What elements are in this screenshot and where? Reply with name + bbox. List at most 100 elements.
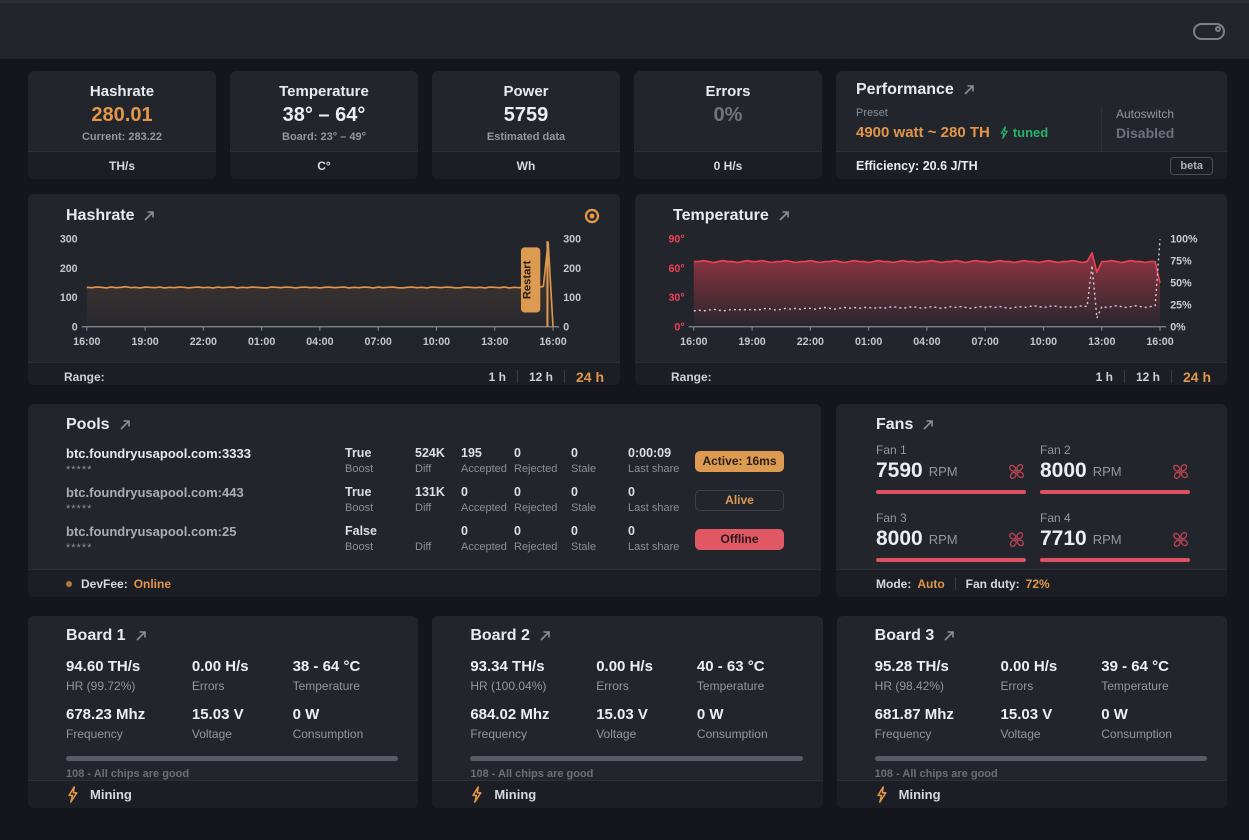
external-link-icon[interactable] xyxy=(135,630,147,642)
range-option-1h[interactable]: 1 h xyxy=(488,369,506,384)
range-label: Range: xyxy=(671,369,712,384)
board-3-card: Board 3 95.28 TH/s HR (98.42%) 0.00 H/s Er… xyxy=(836,616,1227,808)
stat-card-temperature: Temperature 38° – 64° Board: 23° – 49° C… xyxy=(230,71,418,179)
pool-diff-value xyxy=(415,524,461,538)
board-consumption-value: 0 W xyxy=(696,706,724,723)
fan-rpm-value: 8000 xyxy=(876,527,923,550)
fan-duty-label: Fan duty: xyxy=(965,576,1020,591)
autoswitch-value: Disabled xyxy=(1116,125,1175,141)
range-option-24h[interactable]: 24 h xyxy=(575,368,604,385)
board-errors-label: Errors xyxy=(191,679,225,693)
svg-text:90°: 90° xyxy=(668,234,684,246)
svg-text:25%: 25% xyxy=(1170,299,1192,311)
theme-toggle-knob xyxy=(1215,26,1221,32)
hashrate-chart[interactable]: 300 200 100 0 300 200 100 0 16:00 19:00 22:00 01:00… xyxy=(28,225,620,362)
temperature-chart[interactable]: 90° 60° 30° 0° 100% 75% 50% 25% 0% 16:00 19:00 22:0… xyxy=(635,225,1227,362)
external-link-icon[interactable] xyxy=(143,210,155,222)
svg-text:19:00: 19:00 xyxy=(738,336,765,348)
dashboard: Hashrate 280.01 Current: 283.22 TH/s Tem… xyxy=(0,60,1249,808)
fan-speed-bar xyxy=(876,490,1026,494)
board-hashrate-value: 94.60 TH/s xyxy=(66,658,141,675)
pools-card: Pools btc.foundryusapool.com:3333 ***** … xyxy=(28,404,821,597)
external-link-icon[interactable] xyxy=(119,419,131,431)
external-link-icon[interactable] xyxy=(778,210,790,222)
boards-row: Board 1 94.60 TH/s HR (99.72%) 0.00 H/s Er… xyxy=(28,616,1227,808)
external-link-icon[interactable] xyxy=(922,419,934,431)
pool-status-badge[interactable]: Offline xyxy=(695,528,784,550)
svg-text:100%: 100% xyxy=(1170,234,1198,246)
pool-status-badge[interactable]: Alive xyxy=(695,489,784,511)
pool-url: btc.foundryusapool.com:3333 xyxy=(66,446,251,461)
autoswitch-label: Autoswitch xyxy=(1116,107,1175,121)
chips-status: 108 - All chips are good xyxy=(874,768,998,780)
board-status: Mining xyxy=(898,787,941,802)
board-errors-value: 0.00 H/s xyxy=(596,658,653,675)
performance-title: Performance xyxy=(856,81,954,98)
range-label: Range: xyxy=(64,369,105,384)
svg-text:Restart: Restart xyxy=(522,260,534,299)
pool-url: btc.foundryusapool.com:443 xyxy=(66,485,244,500)
svg-text:16:00: 16:00 xyxy=(1146,336,1173,348)
pool-diff-label: Diff xyxy=(415,502,432,514)
stat-sub: Current: 283.22 xyxy=(81,130,163,143)
svg-text:13:00: 13:00 xyxy=(481,336,508,348)
fan-3: Fan 3 8000 RPM xyxy=(876,511,1026,562)
external-link-icon[interactable] xyxy=(943,630,955,642)
board-temp-value: 40 - 63 °C xyxy=(696,658,765,675)
board-title: Board 1 xyxy=(66,627,126,644)
fan-4: Fan 4 7710 RPM xyxy=(1040,511,1190,562)
board-voltage-label: Voltage xyxy=(596,727,637,741)
pool-rejected-label: Rejected xyxy=(514,463,558,475)
fan-rpm-unit: RPM xyxy=(1092,531,1122,547)
devfee-label: DevFee: xyxy=(81,576,128,591)
svg-text:0%: 0% xyxy=(1170,321,1186,333)
svg-text:0°: 0° xyxy=(674,321,684,333)
pool-lastshare-label: Last share xyxy=(628,541,680,553)
fan-rpm-value: 7590 xyxy=(876,459,923,482)
svg-text:13:00: 13:00 xyxy=(1088,336,1115,348)
pool-rejected-value: 0 xyxy=(514,446,521,460)
range-option-24h[interactable]: 24 h xyxy=(1182,368,1211,385)
range-option-1h[interactable]: 1 h xyxy=(1095,369,1113,384)
pool-stale-value: 0 xyxy=(571,485,578,499)
fan-duty-value: 72% xyxy=(1025,576,1050,591)
board-temp-label: Temperature xyxy=(292,679,360,693)
theme-toggle[interactable] xyxy=(1193,22,1225,40)
pool-stale-label: Stale xyxy=(571,502,597,514)
stat-value: 5759 xyxy=(503,103,549,126)
board-temp-label: Temperature xyxy=(1101,679,1169,693)
board-frequency-value: 678.23 Mhz xyxy=(66,706,146,723)
range-option-12h[interactable]: 12 h xyxy=(1135,369,1160,384)
board-voltage-label: Voltage xyxy=(191,727,232,741)
beta-badge: beta xyxy=(1170,156,1213,175)
devfee-status: Online xyxy=(133,576,172,591)
chips-health-bar xyxy=(66,756,399,761)
svg-text:0: 0 xyxy=(72,321,78,333)
pool-boost-value: True xyxy=(345,446,372,460)
mining-bolt-icon xyxy=(472,786,482,803)
hashrate-chart-card: Hashrate 300 200 100 0 300 200 100 0 16:00 19:00 2… xyxy=(28,194,620,385)
board-consumption-label: Consumption xyxy=(696,727,768,741)
pool-diff-value: 524K xyxy=(415,446,445,460)
board-temp-value: 39 - 64 °C xyxy=(1101,658,1169,675)
external-link-icon[interactable] xyxy=(963,84,975,96)
live-record-icon[interactable] xyxy=(584,208,600,224)
pool-boost-value: False xyxy=(345,524,377,538)
preset-value: 4900 watt ~ 280 TH xyxy=(856,124,990,141)
fan-rpm-unit: RPM xyxy=(928,463,958,479)
external-link-icon[interactable] xyxy=(539,630,551,642)
svg-text:01:00: 01:00 xyxy=(855,336,882,348)
board-consumption-value: 0 W xyxy=(1101,706,1128,723)
svg-text:07:00: 07:00 xyxy=(972,336,999,348)
board-status: Mining xyxy=(90,787,132,802)
pool-rejected-value: 0 xyxy=(514,485,521,499)
board-consumption-label: Consumption xyxy=(1101,727,1172,741)
board-hashrate-value: 93.34 TH/s xyxy=(470,658,545,675)
pool-status-badge[interactable]: Active: 16ms xyxy=(695,450,784,472)
stat-title: Hashrate xyxy=(89,82,155,100)
pool-boost-value: True xyxy=(345,485,372,499)
fan-speed-bar xyxy=(876,558,1026,562)
pool-accepted-value: 0 xyxy=(461,485,468,499)
range-option-12h[interactable]: 12 h xyxy=(528,369,553,384)
stat-card-errors: Errors 0% 0 H/s xyxy=(634,71,822,179)
